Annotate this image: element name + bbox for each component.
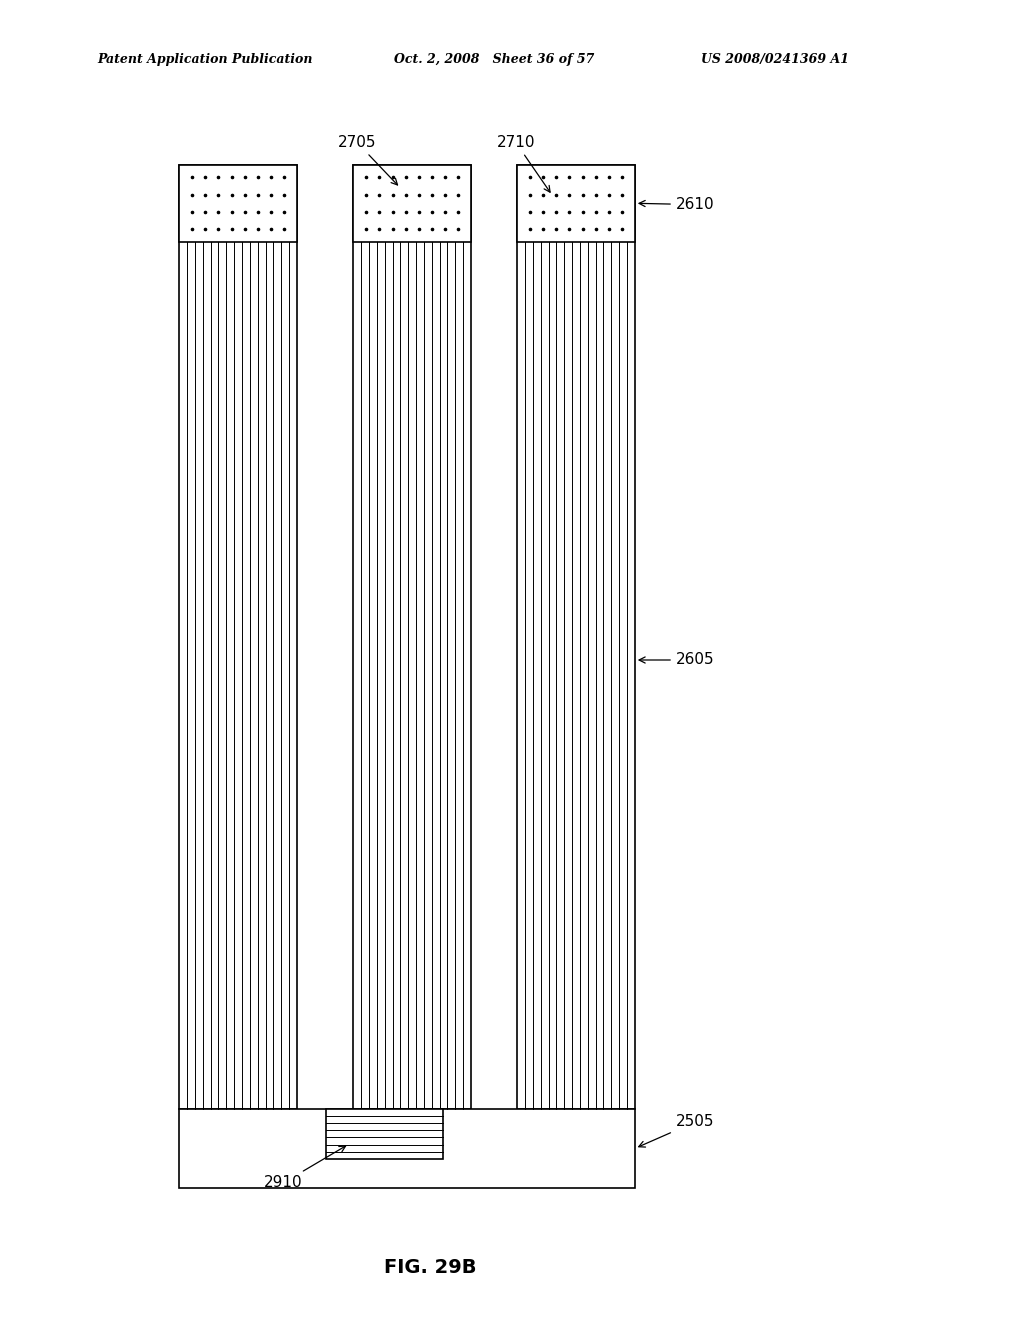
Text: 2910: 2910 [264,1146,345,1191]
Bar [179,165,297,1109]
Bar [353,165,471,1109]
Bar [179,1109,635,1188]
Bar [179,165,297,242]
Text: 2705: 2705 [338,135,397,185]
Bar [326,1109,443,1159]
Text: Oct. 2, 2008   Sheet 36 of 57: Oct. 2, 2008 Sheet 36 of 57 [394,53,595,66]
Text: FIG. 29B: FIG. 29B [384,1258,476,1276]
Text: US 2008/0241369 A1: US 2008/0241369 A1 [701,53,850,66]
Bar [517,165,635,242]
Text: 2505: 2505 [639,1114,715,1147]
Text: 2605: 2605 [639,652,715,668]
Text: 2710: 2710 [497,135,550,193]
Text: Patent Application Publication: Patent Application Publication [97,53,312,66]
Text: 2610: 2610 [639,197,715,213]
Bar [353,165,471,242]
Bar [517,165,635,1109]
